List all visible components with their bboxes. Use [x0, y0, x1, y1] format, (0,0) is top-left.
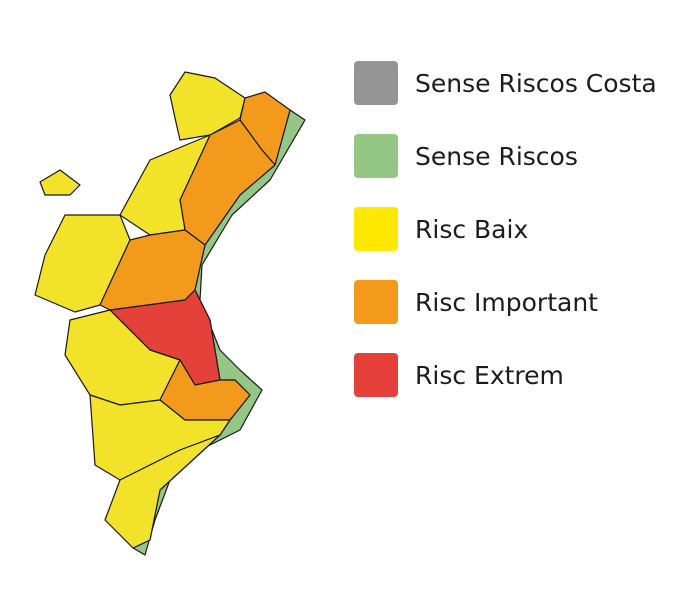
- legend-swatch: [354, 61, 398, 105]
- legend-swatch: [354, 134, 398, 178]
- legend-label: Risc Important: [415, 287, 598, 317]
- legend-item-sense-riscos-costa: Sense Riscos Costa: [354, 61, 657, 105]
- legend-label: Sense Riscos Costa: [415, 68, 657, 98]
- legend-swatch: [354, 353, 398, 397]
- legend-swatch: [354, 207, 398, 251]
- legend-label: Risc Baix: [415, 214, 529, 244]
- legend-item-sense-riscos: Sense Riscos: [354, 134, 657, 178]
- legend: Sense Riscos Costa Sense Riscos Risc Bai…: [354, 61, 657, 426]
- legend-item-risc-baix: Risc Baix: [354, 207, 657, 251]
- region-south-central[interactable]: [89, 394, 231, 481]
- region-ademuz[interactable]: [39, 169, 81, 196]
- legend-label: Risc Extrem: [415, 360, 564, 390]
- risk-map: [34, 71, 306, 556]
- legend-item-risc-extrem: Risc Extrem: [354, 353, 657, 397]
- region-south[interactable]: [104, 434, 221, 549]
- legend-label: Sense Riscos: [415, 141, 578, 171]
- legend-swatch: [354, 280, 398, 324]
- legend-item-risc-important: Risc Important: [354, 280, 657, 324]
